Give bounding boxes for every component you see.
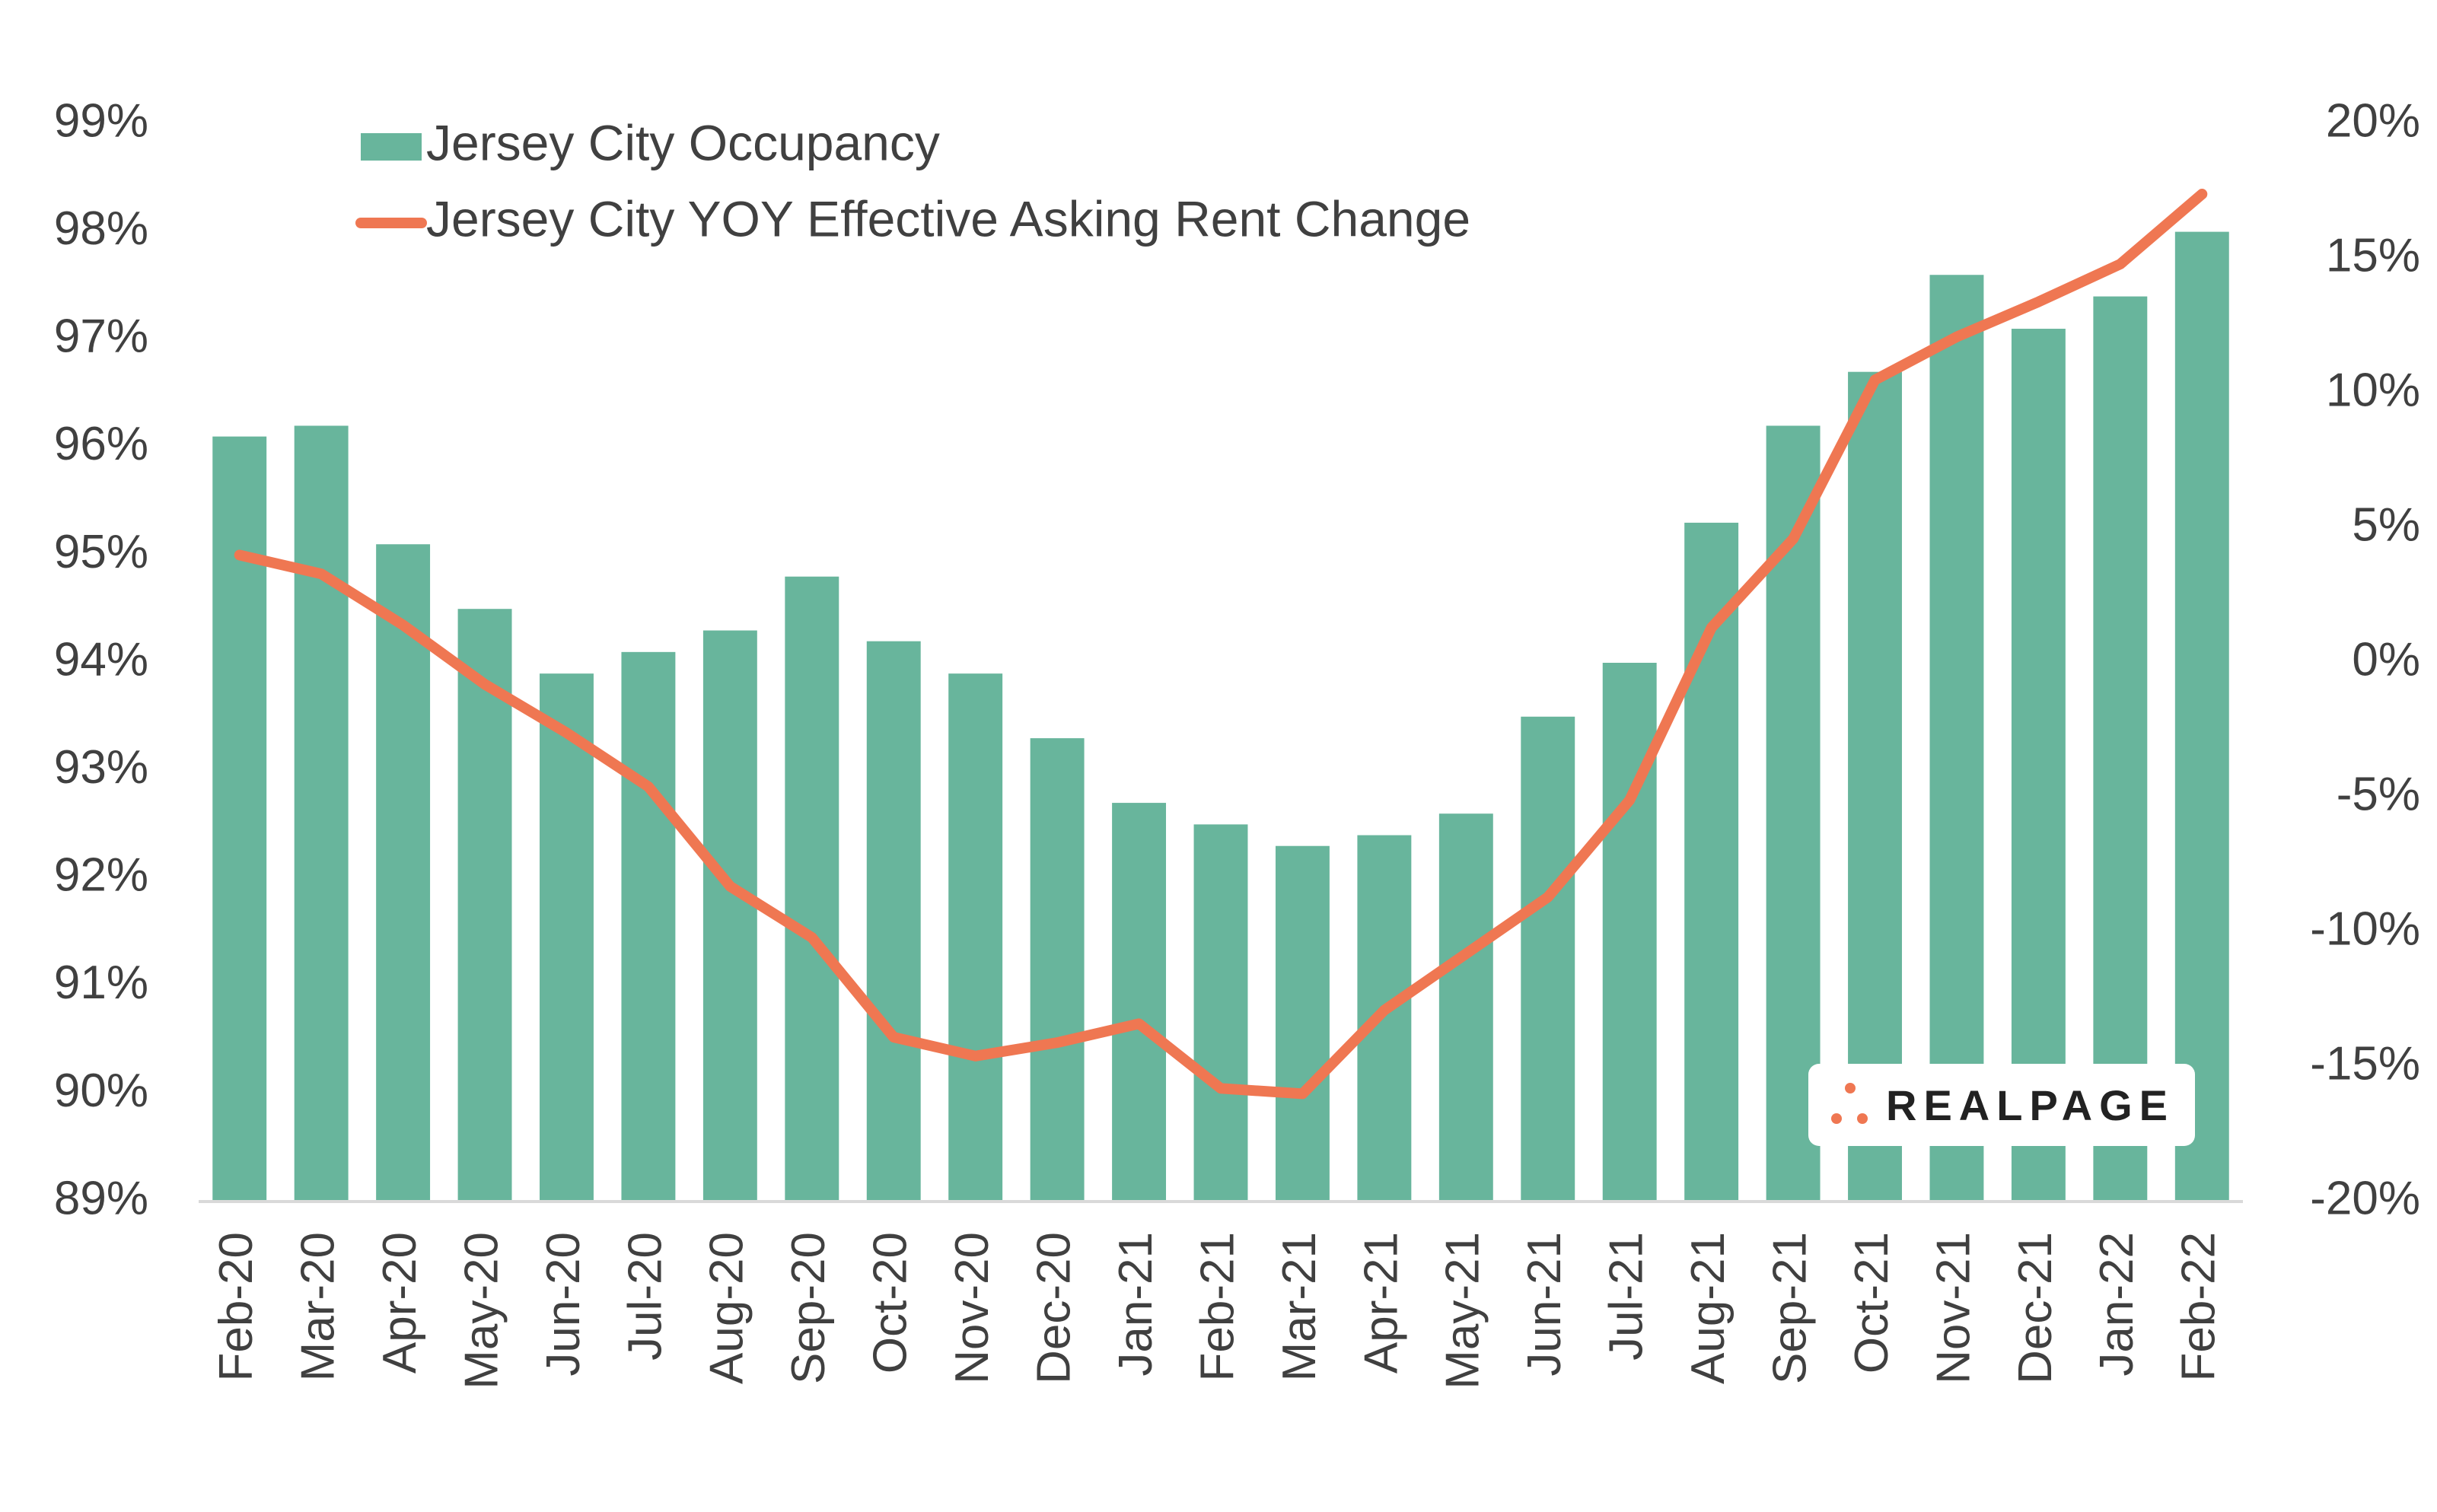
bar [1602,663,1657,1202]
y2-tick-label: 15% [2326,229,2420,282]
logo-text: REALPAGE [1886,1081,2174,1129]
bar [540,673,594,1202]
y-tick-label: 92% [54,849,148,902]
legend-label: Jersey City YOY Effective Asking Rent Ch… [426,190,1470,247]
y2-tick-label: 20% [2326,94,2420,147]
bar [2174,231,2229,1202]
y2-tick-label: -20% [2310,1172,2420,1224]
x-tick-label: Feb-22 [2173,1232,2225,1381]
bar [866,641,921,1202]
x-tick-label: Mar-21 [1273,1232,1326,1381]
bar [1521,716,1575,1202]
bars [212,231,2229,1202]
y-tick-label: 99% [54,94,148,147]
bar [1193,824,1248,1202]
y-tick-label: 95% [54,526,148,578]
x-tick-label: May-21 [1437,1232,1489,1389]
x-tick-label: Feb-20 [210,1232,263,1381]
bar [1848,371,1902,1202]
x-tick-label: Mar-20 [292,1232,345,1381]
x-tick-label: Jun-20 [537,1232,590,1377]
x-tick-label: Feb-21 [1191,1232,1244,1381]
x-tick-label: May-20 [455,1232,508,1389]
x-tick-label: Oct-21 [1846,1232,1898,1374]
legend-label: Jersey City Occupancy [426,114,940,170]
x-tick-label: Sep-21 [1763,1232,1816,1384]
y-tick-label: 97% [54,310,148,363]
x-tick-label: Dec-21 [2009,1232,2062,1384]
bar [1112,803,1167,1202]
bar [1275,845,1330,1202]
x-tick-label: Jul-20 [619,1232,671,1361]
x-tick-label: Dec-20 [1027,1232,1080,1384]
y2-tick-label: 0% [2352,633,2420,686]
logo: REALPAGE [1808,1064,2195,1146]
x-tick-label: Aug-21 [1682,1232,1735,1384]
y2-tick-label: 10% [2326,364,2420,416]
x-tick-label: Nov-20 [946,1232,999,1384]
x-tick-label: Jan-21 [1110,1232,1162,1377]
x-tick-label: Jun-21 [1518,1232,1571,1377]
logo-dot [1845,1083,1856,1093]
bar [1030,738,1085,1202]
bar [1438,813,1493,1202]
bar [785,576,839,1202]
y2-tick-label: -5% [2337,768,2420,820]
logo-dot [1857,1113,1868,1124]
y-tick-label: 93% [54,741,148,794]
x-tick-label: Jan-22 [2091,1232,2143,1377]
bar [1929,275,1984,1202]
line [234,189,2208,1100]
x-tick-label: Sep-20 [782,1232,835,1384]
y-tick-label: 98% [54,202,148,255]
y2-tick-label: 5% [2352,498,2420,551]
y-tick-label: 90% [54,1065,148,1117]
lines [234,189,2208,1100]
x-tick-label: Jul-21 [1601,1232,1653,1361]
y2-tick-label: -15% [2310,1037,2420,1090]
x-tick-label: Nov-21 [1927,1232,1980,1384]
x-tick-label: Apr-21 [1355,1232,1407,1374]
bar [376,544,431,1202]
bar [457,609,512,1202]
y-tick-label: 96% [54,418,148,470]
bar [1357,835,1412,1202]
bar [948,673,1003,1202]
bar [294,425,349,1202]
legend-swatch [361,133,422,161]
x-tick-label: Aug-20 [701,1232,753,1384]
logo-dot [1831,1113,1842,1124]
x-tick-label: Oct-20 [865,1232,917,1374]
y2-tick-label: -10% [2310,902,2420,955]
y-tick-label: 91% [54,957,148,1009]
bar [621,651,676,1202]
x-tick-label: Apr-20 [374,1232,426,1374]
bar [2011,329,2066,1202]
bar [2093,296,2148,1202]
logo-box [1808,1064,2195,1146]
y-tick-label: 94% [54,633,148,686]
bar [702,630,757,1202]
y-tick-label: 89% [54,1172,148,1224]
